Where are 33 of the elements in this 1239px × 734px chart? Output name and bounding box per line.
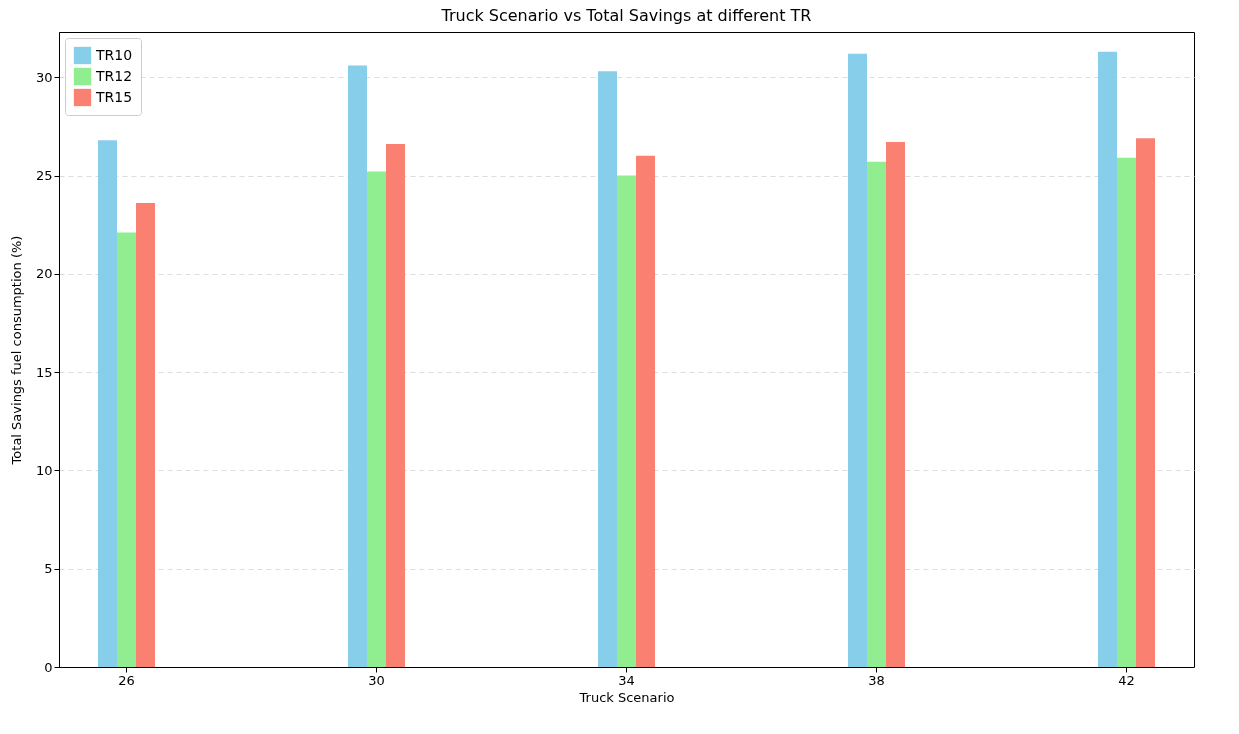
bar — [136, 203, 155, 667]
x-tick-label: 30 — [368, 672, 385, 688]
bar — [1136, 138, 1155, 667]
legend-label: TR15 — [95, 88, 133, 105]
y-tick-label: 30 — [35, 69, 53, 85]
y-tick-label: 15 — [35, 364, 53, 380]
bar — [598, 71, 617, 667]
bar — [636, 155, 655, 667]
bar — [1117, 157, 1136, 667]
y-tick-label: 10 — [35, 462, 53, 478]
chart-title: Truck Scenario vs Total Savings at different TR — [440, 6, 812, 25]
x-axis-title: Truck Scenario — [578, 689, 675, 705]
bar — [117, 232, 136, 667]
legend-label: TR10 — [95, 46, 133, 63]
x-tick-label: 42 — [1118, 672, 1135, 688]
y-tick-label: 5 — [44, 561, 53, 577]
bar — [386, 144, 405, 667]
y-tick-label: 0 — [44, 659, 53, 675]
x-tick-label: 26 — [118, 672, 135, 688]
bar — [867, 161, 886, 667]
y-tick-label: 20 — [35, 266, 53, 282]
legend-label: TR12 — [95, 67, 133, 84]
bar — [1098, 51, 1117, 667]
x-tick-label: 38 — [868, 672, 885, 688]
y-tick-label: 25 — [35, 168, 53, 184]
bar — [348, 65, 367, 667]
bar — [848, 53, 867, 667]
bar — [367, 171, 386, 667]
y-axis-title: Total Savings fuel consumption (%) — [8, 235, 24, 466]
bar — [886, 142, 905, 667]
bar — [98, 140, 117, 667]
x-tick-label: 34 — [618, 672, 635, 688]
bar — [617, 175, 636, 667]
